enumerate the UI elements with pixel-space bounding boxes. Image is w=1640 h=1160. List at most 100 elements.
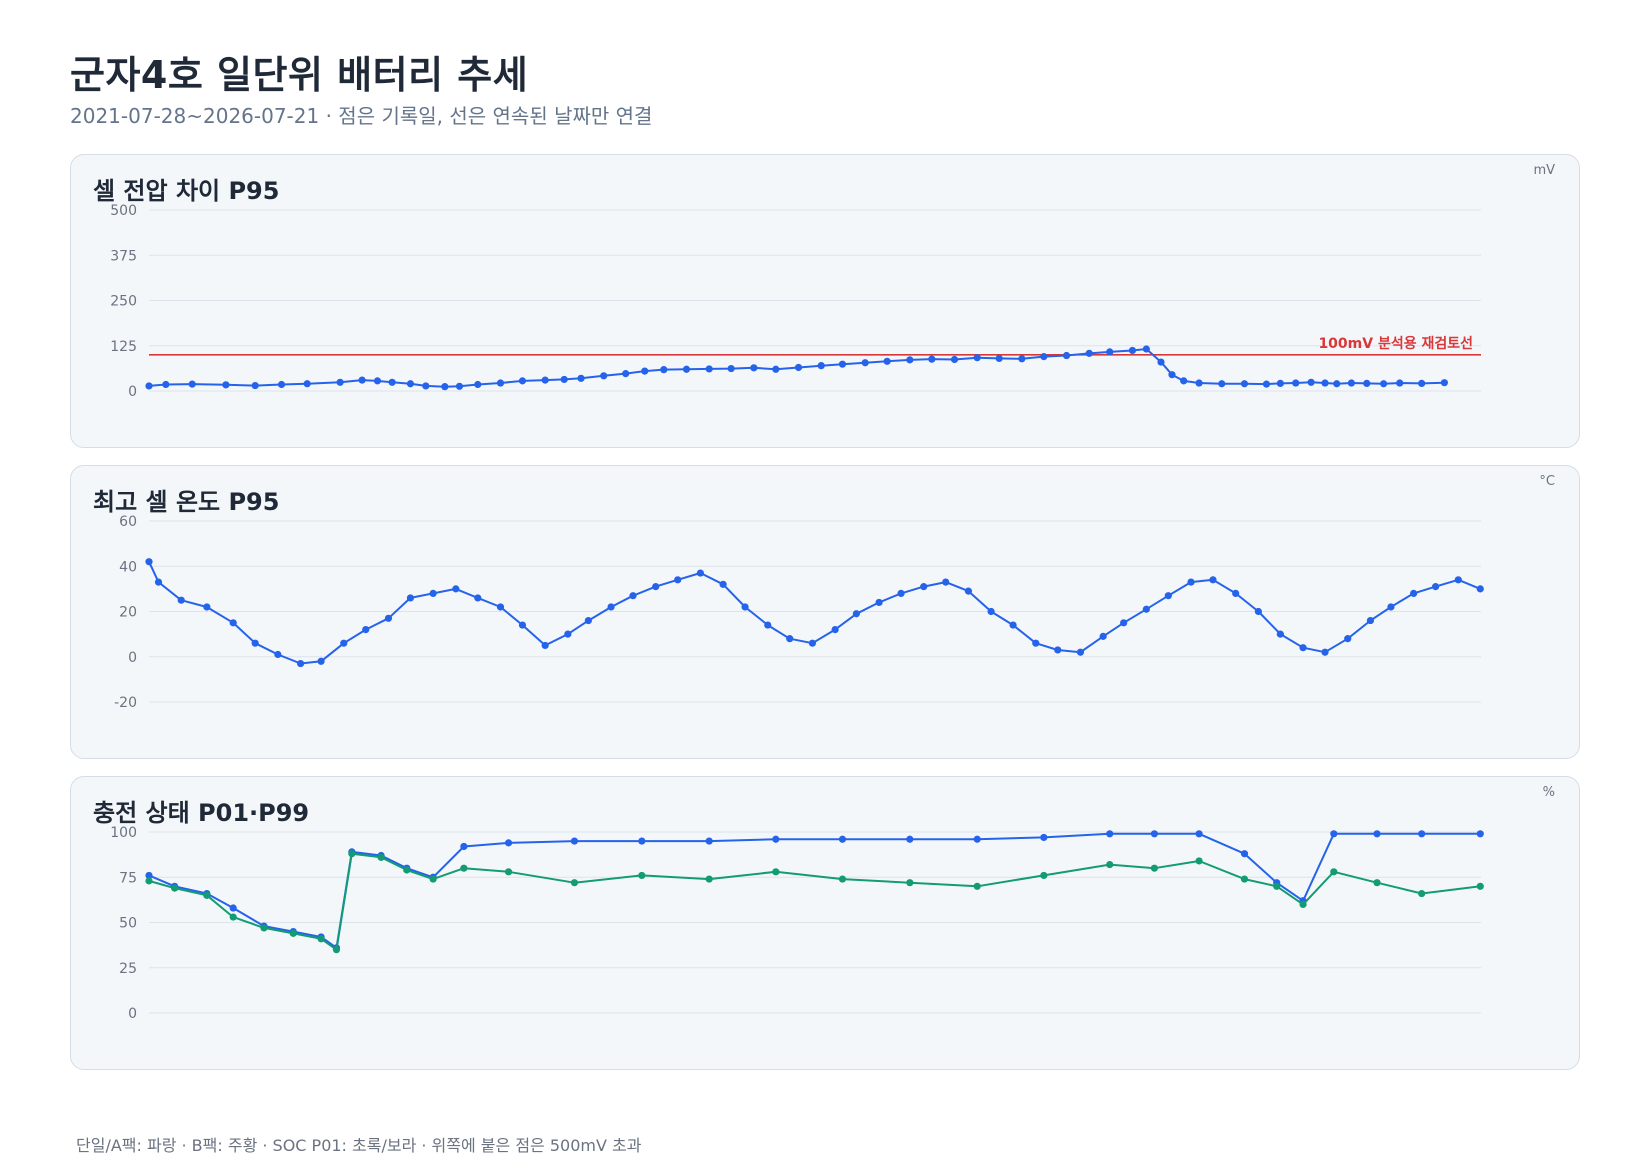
data-point	[622, 370, 630, 378]
y-tick-label: 60	[119, 514, 137, 530]
data-point	[838, 360, 847, 368]
data-point	[177, 596, 185, 604]
data-point	[1292, 379, 1300, 387]
y-tick-label: 0	[128, 384, 137, 400]
data-point	[705, 837, 713, 845]
data-point	[1373, 830, 1381, 838]
data-point	[1366, 616, 1375, 625]
data-point	[332, 946, 341, 954]
data-point	[705, 875, 713, 883]
data-point	[638, 871, 646, 880]
data-point	[296, 659, 305, 668]
y-tick-label: 20	[119, 605, 137, 621]
data-point	[1273, 882, 1281, 890]
data-point	[274, 650, 282, 659]
data-point	[145, 382, 153, 390]
data-point	[1410, 589, 1418, 597]
y-tick-label: 0	[128, 650, 137, 666]
data-point	[1476, 882, 1484, 890]
panel-unit: mV	[1533, 163, 1555, 178]
data-point	[452, 585, 460, 593]
data-point	[229, 904, 237, 912]
data-point	[145, 871, 153, 880]
data-point	[987, 607, 995, 616]
data-point	[222, 381, 230, 389]
data-point	[303, 380, 311, 388]
data-point	[817, 362, 825, 370]
y-tick-label: 75	[119, 870, 137, 886]
data-point	[406, 380, 415, 388]
data-point	[1142, 605, 1150, 613]
data-point	[229, 619, 237, 627]
soc-chart: 0 25 50 75 100	[110, 825, 1484, 1022]
data-point	[340, 639, 348, 647]
data-point	[1299, 644, 1307, 652]
data-point	[1476, 585, 1484, 593]
max-cell-temp-panel: 최고 셀 온도 P95 °C -20 0 20 40 60	[70, 465, 1580, 759]
data-point	[584, 616, 592, 625]
data-point	[406, 594, 415, 602]
data-point	[203, 891, 211, 899]
y-tick-label: 50	[119, 916, 137, 932]
y-tick-label: 25	[119, 961, 137, 977]
data-point	[1373, 879, 1381, 887]
max-cell-temp-chart: -20 0 20 40 60	[114, 514, 1484, 711]
data-point	[1418, 830, 1426, 838]
data-point	[564, 630, 572, 638]
data-point	[441, 383, 449, 391]
data-point	[1120, 619, 1128, 627]
data-point	[764, 621, 772, 629]
data-point	[1363, 379, 1371, 387]
data-point	[1347, 379, 1355, 387]
data-point	[560, 375, 568, 384]
data-point	[1440, 379, 1448, 387]
data-point	[638, 837, 646, 845]
data-point	[1232, 589, 1240, 597]
data-point	[260, 924, 268, 932]
data-point	[1307, 378, 1315, 386]
data-point	[1218, 380, 1226, 388]
data-point	[1009, 621, 1017, 629]
data-point	[162, 380, 170, 389]
data-point	[928, 355, 936, 363]
panel-title: 최고 셀 온도 P95	[93, 488, 280, 516]
threshold-label: 100mV 분석용 재검토선	[1318, 335, 1473, 352]
data-point	[786, 635, 794, 643]
data-point	[875, 598, 883, 607]
data-point	[504, 839, 513, 847]
y-tick-label: 375	[110, 248, 137, 264]
data-point	[741, 603, 749, 611]
data-point	[973, 882, 981, 890]
data-point	[906, 835, 914, 843]
data-point	[1396, 379, 1404, 387]
data-point	[995, 354, 1003, 363]
data-point	[1476, 830, 1484, 838]
data-point	[289, 929, 297, 937]
data-point	[1209, 576, 1217, 584]
data-point	[641, 367, 649, 375]
data-point	[808, 639, 817, 647]
data-point	[852, 610, 860, 618]
panel-unit: °C	[1539, 474, 1555, 489]
data-point	[229, 913, 237, 921]
data-point	[973, 354, 981, 362]
data-point	[794, 363, 803, 372]
data-point	[460, 864, 468, 872]
data-point	[251, 639, 259, 647]
data-point	[1106, 348, 1114, 356]
data-point	[629, 592, 637, 600]
data-point	[577, 374, 585, 382]
data-point	[674, 576, 682, 584]
data-point	[1330, 868, 1338, 876]
data-point	[377, 853, 385, 861]
data-point	[460, 842, 468, 851]
data-point	[474, 380, 482, 389]
data-point	[1157, 358, 1165, 366]
data-point	[474, 594, 482, 602]
data-point	[1150, 830, 1159, 838]
data-point	[1276, 630, 1284, 638]
data-point	[251, 381, 259, 390]
data-point	[1330, 830, 1338, 838]
data-point	[750, 364, 758, 372]
data-point	[388, 378, 396, 386]
